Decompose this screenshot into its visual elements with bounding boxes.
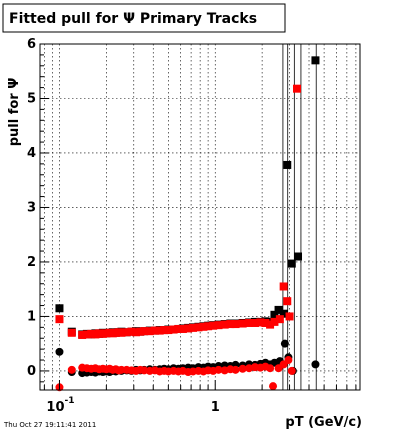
y-tick-label: 6 [27,37,36,52]
data-point-circle [311,360,320,369]
data-point-square [238,319,247,328]
data-point-square [178,324,187,333]
data-point-square [270,310,279,319]
data-point-circle [231,365,240,374]
data-point-circle [55,347,64,356]
data-point-square [250,318,259,327]
data-point-square [261,318,270,327]
y-tick-label: 4 [27,146,36,161]
y-tick-label: 0 [27,364,36,379]
data-point-square [226,320,235,329]
data-points [55,56,320,392]
data-point-square [293,84,302,93]
data-point-square [270,317,279,326]
data-point-square [127,327,136,336]
x-tick-label: 10 [46,400,64,415]
data-point-circle [280,339,289,348]
vertical-lines [282,44,317,390]
data-point-square [174,324,183,333]
data-point-square [87,329,96,338]
data-point-square [285,312,294,321]
data-point-square [131,328,140,337]
y-axis-label: pull for Ψ [7,78,22,147]
data-point-square [311,56,320,65]
data-point-square [150,326,159,335]
data-point-square [160,326,169,335]
data-point-square [214,321,223,330]
data-point-square [220,320,229,329]
data-point-square [164,326,173,335]
axis-ticks [40,43,357,390]
data-point-square [245,318,254,327]
data-point-square [169,325,178,334]
data-point-circle [284,356,293,365]
data-point-circle [266,364,275,373]
data-point-square [155,326,164,335]
y-tick-label: 5 [27,91,36,106]
y-tick-labels: 0 1 2 3 4 5 6 [27,37,36,379]
data-point-circle [269,382,278,391]
data-point-square [55,304,64,313]
data-point-square [199,322,208,331]
data-point-square [283,160,292,169]
data-point-square [283,297,292,306]
data-point-square [189,323,198,332]
data-point-square [117,328,126,337]
footer-date: Thu Oct 27 19:11:41 2011 [3,421,96,429]
data-point-square [145,327,154,336]
y-tick-label: 2 [27,255,36,270]
data-point-square [204,322,213,331]
data-point-square [184,324,193,333]
data-point-square [122,328,131,337]
x-tick-label: 1 [211,400,220,415]
data-point-square [55,315,64,324]
data-point-square [279,282,288,291]
y-tick-label: 1 [27,309,36,324]
data-point-square [266,320,275,329]
data-point-square [140,327,149,336]
data-point-square [256,318,265,327]
data-point-circle [67,365,76,374]
y-tick-label: 3 [27,200,36,215]
title-box [2,3,286,33]
data-point-square [294,252,303,261]
data-point-square [279,309,288,318]
data-point-circle [214,365,223,374]
data-point-square [287,259,296,268]
x-tick-exponent: -1 [64,396,74,406]
data-point-square [194,323,203,332]
data-point-square [274,305,283,314]
data-point-circle [238,364,247,373]
x-tick-labels: 10 -1 1 [46,396,219,415]
data-point-square [275,315,284,324]
data-point-square [82,330,91,339]
x-axis-label: pT (GeV/c) [285,415,362,430]
data-point-circle [287,366,296,375]
data-point-square [67,328,76,337]
data-point-square [231,320,240,329]
data-point-square [78,330,87,339]
chart-title: Fitted pull for Ψ Primary Tracks [9,11,257,27]
data-point-square [209,321,218,330]
